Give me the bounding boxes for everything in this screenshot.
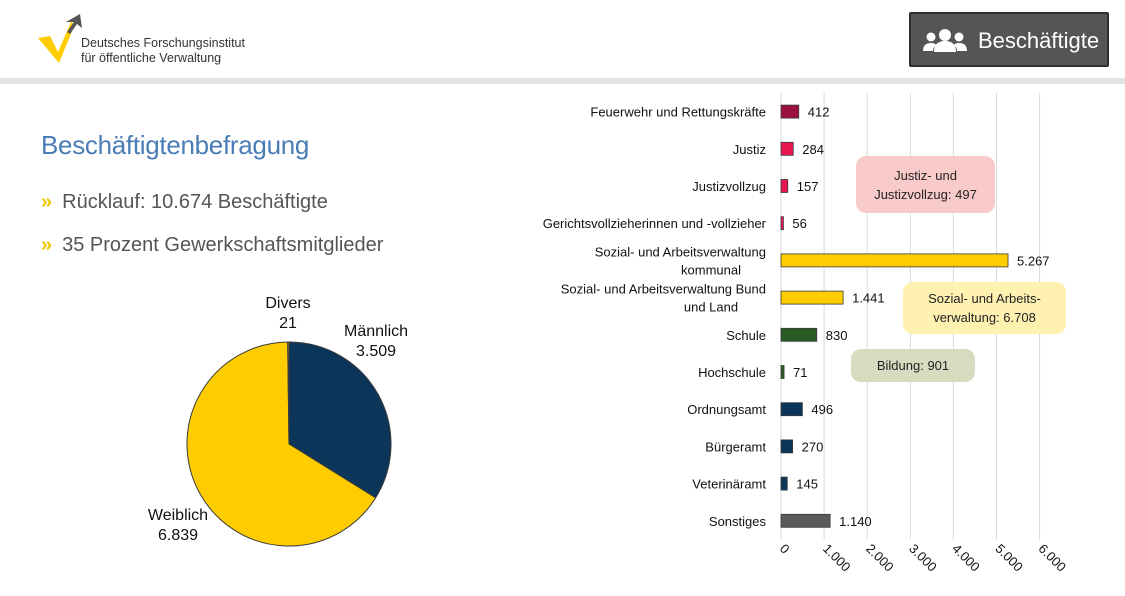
- category-label: Feuerwehr und Rettungskräfte: [590, 105, 766, 120]
- bar: [780, 179, 789, 193]
- bullet-item: » Rücklauf: 10.674 Beschäftigte: [41, 191, 328, 214]
- header-divider: [0, 78, 1125, 84]
- pie-slice: [287, 341, 290, 445]
- bar-value-label: 496: [811, 402, 833, 417]
- category-label-line: und Land: [684, 300, 738, 315]
- category-label-line: Justiz: [733, 142, 766, 157]
- people-icon: [923, 29, 967, 52]
- category-label-line: Sozial- und Arbeitsverwaltung Bund: [561, 282, 766, 297]
- category-label-line: Sonstiges: [709, 514, 767, 529]
- bar: [780, 513, 831, 528]
- bar-value-label: 56: [792, 216, 806, 231]
- bildung-callout: Bildung: 901: [851, 349, 975, 382]
- category-label: Gerichtsvollzieherinnen und -vollzieher: [543, 216, 767, 231]
- section-button-label: Beschäftigte: [978, 28, 1100, 53]
- bar: [780, 253, 1009, 268]
- category-label: Sozial- und Arbeitsverwaltung Bund und La…: [561, 282, 766, 315]
- section-button[interactable]: Beschäftigte: [909, 12, 1109, 67]
- bar: [780, 290, 844, 305]
- category-label: Ordnungsamt: [687, 402, 766, 417]
- bar-value-label: 1.441: [852, 291, 885, 306]
- category-label: Schule: [726, 328, 766, 343]
- category-label: Veterinäramt: [692, 477, 766, 492]
- category-label-line: Hochschule: [698, 365, 766, 380]
- pie-label-line: 3.509: [356, 343, 396, 360]
- bar: [780, 104, 800, 119]
- bar: [780, 402, 803, 417]
- bar-value-label: 270: [802, 439, 824, 454]
- bullet-marker: »: [41, 191, 53, 213]
- pie-slice: [288, 341, 392, 499]
- bar-value-label: 830: [826, 328, 848, 343]
- x-tick-label: 4.000: [949, 541, 983, 575]
- x-tick-label: 0: [777, 541, 793, 557]
- category-label-line: Bürgeramt: [705, 439, 766, 454]
- bar-value-label: 412: [808, 105, 830, 120]
- org-name-line1: Deutsches Forschungsinstitut: [81, 36, 245, 50]
- bullet-item: » 35 Prozent Gewerkschaftsmitglieder: [41, 234, 383, 257]
- org-name-line2: für öffentliche Verwaltung: [81, 51, 222, 65]
- gender-pie-chart: Männlich 3.509 Weiblich 6.839 Divers 21: [148, 295, 408, 547]
- bar: [780, 365, 785, 379]
- pie-label-line: Männlich: [344, 323, 408, 340]
- category-label: Justiz: [733, 142, 766, 157]
- category-label-line: Feuerwehr und Rettungskräfte: [590, 105, 766, 120]
- bar: [780, 476, 788, 491]
- bar: [780, 216, 784, 231]
- bullet-text: Rücklauf: 10.674 Beschäftigte: [62, 191, 328, 213]
- pie-label: Divers 21: [265, 295, 310, 332]
- bullet-text: 35 Prozent Gewerkschaftsmitglieder: [62, 234, 384, 256]
- page-title: Beschäftigtenbefragung: [41, 130, 310, 160]
- category-label-line: Gerichtsvollzieherinnen und -vollzieher: [543, 216, 767, 231]
- category-label-line: Ordnungsamt: [687, 402, 766, 417]
- category-label: Bürgeramt: [705, 439, 766, 454]
- pie-label: Männlich 3.509: [344, 323, 408, 360]
- bar-value-label: 157: [797, 179, 819, 194]
- x-tick-label: 3.000: [906, 541, 940, 575]
- sozial-callout: Sozial- und Arbeits- verwaltung: 6.708: [903, 282, 1066, 334]
- category-label: Sonstiges: [709, 514, 767, 529]
- pie-label-line: Divers: [265, 295, 310, 312]
- pie-slice: [186, 341, 377, 547]
- category-label-line: Justizvollzug: [692, 179, 766, 194]
- pie-label-line: 21: [279, 315, 297, 332]
- pie-label: Weiblich 6.839: [148, 507, 208, 544]
- bar-value-label: 5.267: [1017, 253, 1050, 268]
- category-label-line: kommunal: [681, 262, 741, 277]
- pie-label-line: Weiblich: [148, 507, 208, 524]
- bar-value-label: 71: [793, 365, 807, 380]
- category-label: Hochschule: [698, 365, 766, 380]
- org-name: Deutsches Forschungsinstitut für öffentl…: [81, 36, 245, 66]
- header: Deutsches Forschungsinstitut für öffentl…: [0, 0, 1125, 80]
- bar: [780, 439, 794, 454]
- justiz-callout: Justiz- und Justizvollzug: 497: [856, 156, 995, 213]
- bar: [780, 141, 794, 156]
- bullet-marker: »: [41, 234, 53, 256]
- bar: [780, 327, 818, 342]
- category-label-line: Sozial- und Arbeitsverwaltung: [595, 244, 766, 259]
- x-tick-label: 1.000: [820, 541, 854, 575]
- category-label-line: Schule: [726, 328, 766, 343]
- category-label: Justizvollzug: [692, 179, 766, 194]
- x-tick-label: 5.000: [992, 541, 1026, 575]
- bar-value-label: 284: [802, 142, 824, 157]
- category-label: Sozial- und Arbeitsverwaltung kommunal: [595, 244, 766, 277]
- bar-value-label: 145: [796, 477, 818, 492]
- category-label-line: Veterinäramt: [692, 477, 766, 492]
- x-tick-label: 2.000: [863, 541, 897, 575]
- pie-label-line: 6.839: [158, 527, 198, 544]
- bar-value-label: 1.140: [839, 514, 872, 529]
- x-tick-label: 6.000: [1035, 541, 1069, 575]
- dfoev-logo: [38, 14, 82, 63]
